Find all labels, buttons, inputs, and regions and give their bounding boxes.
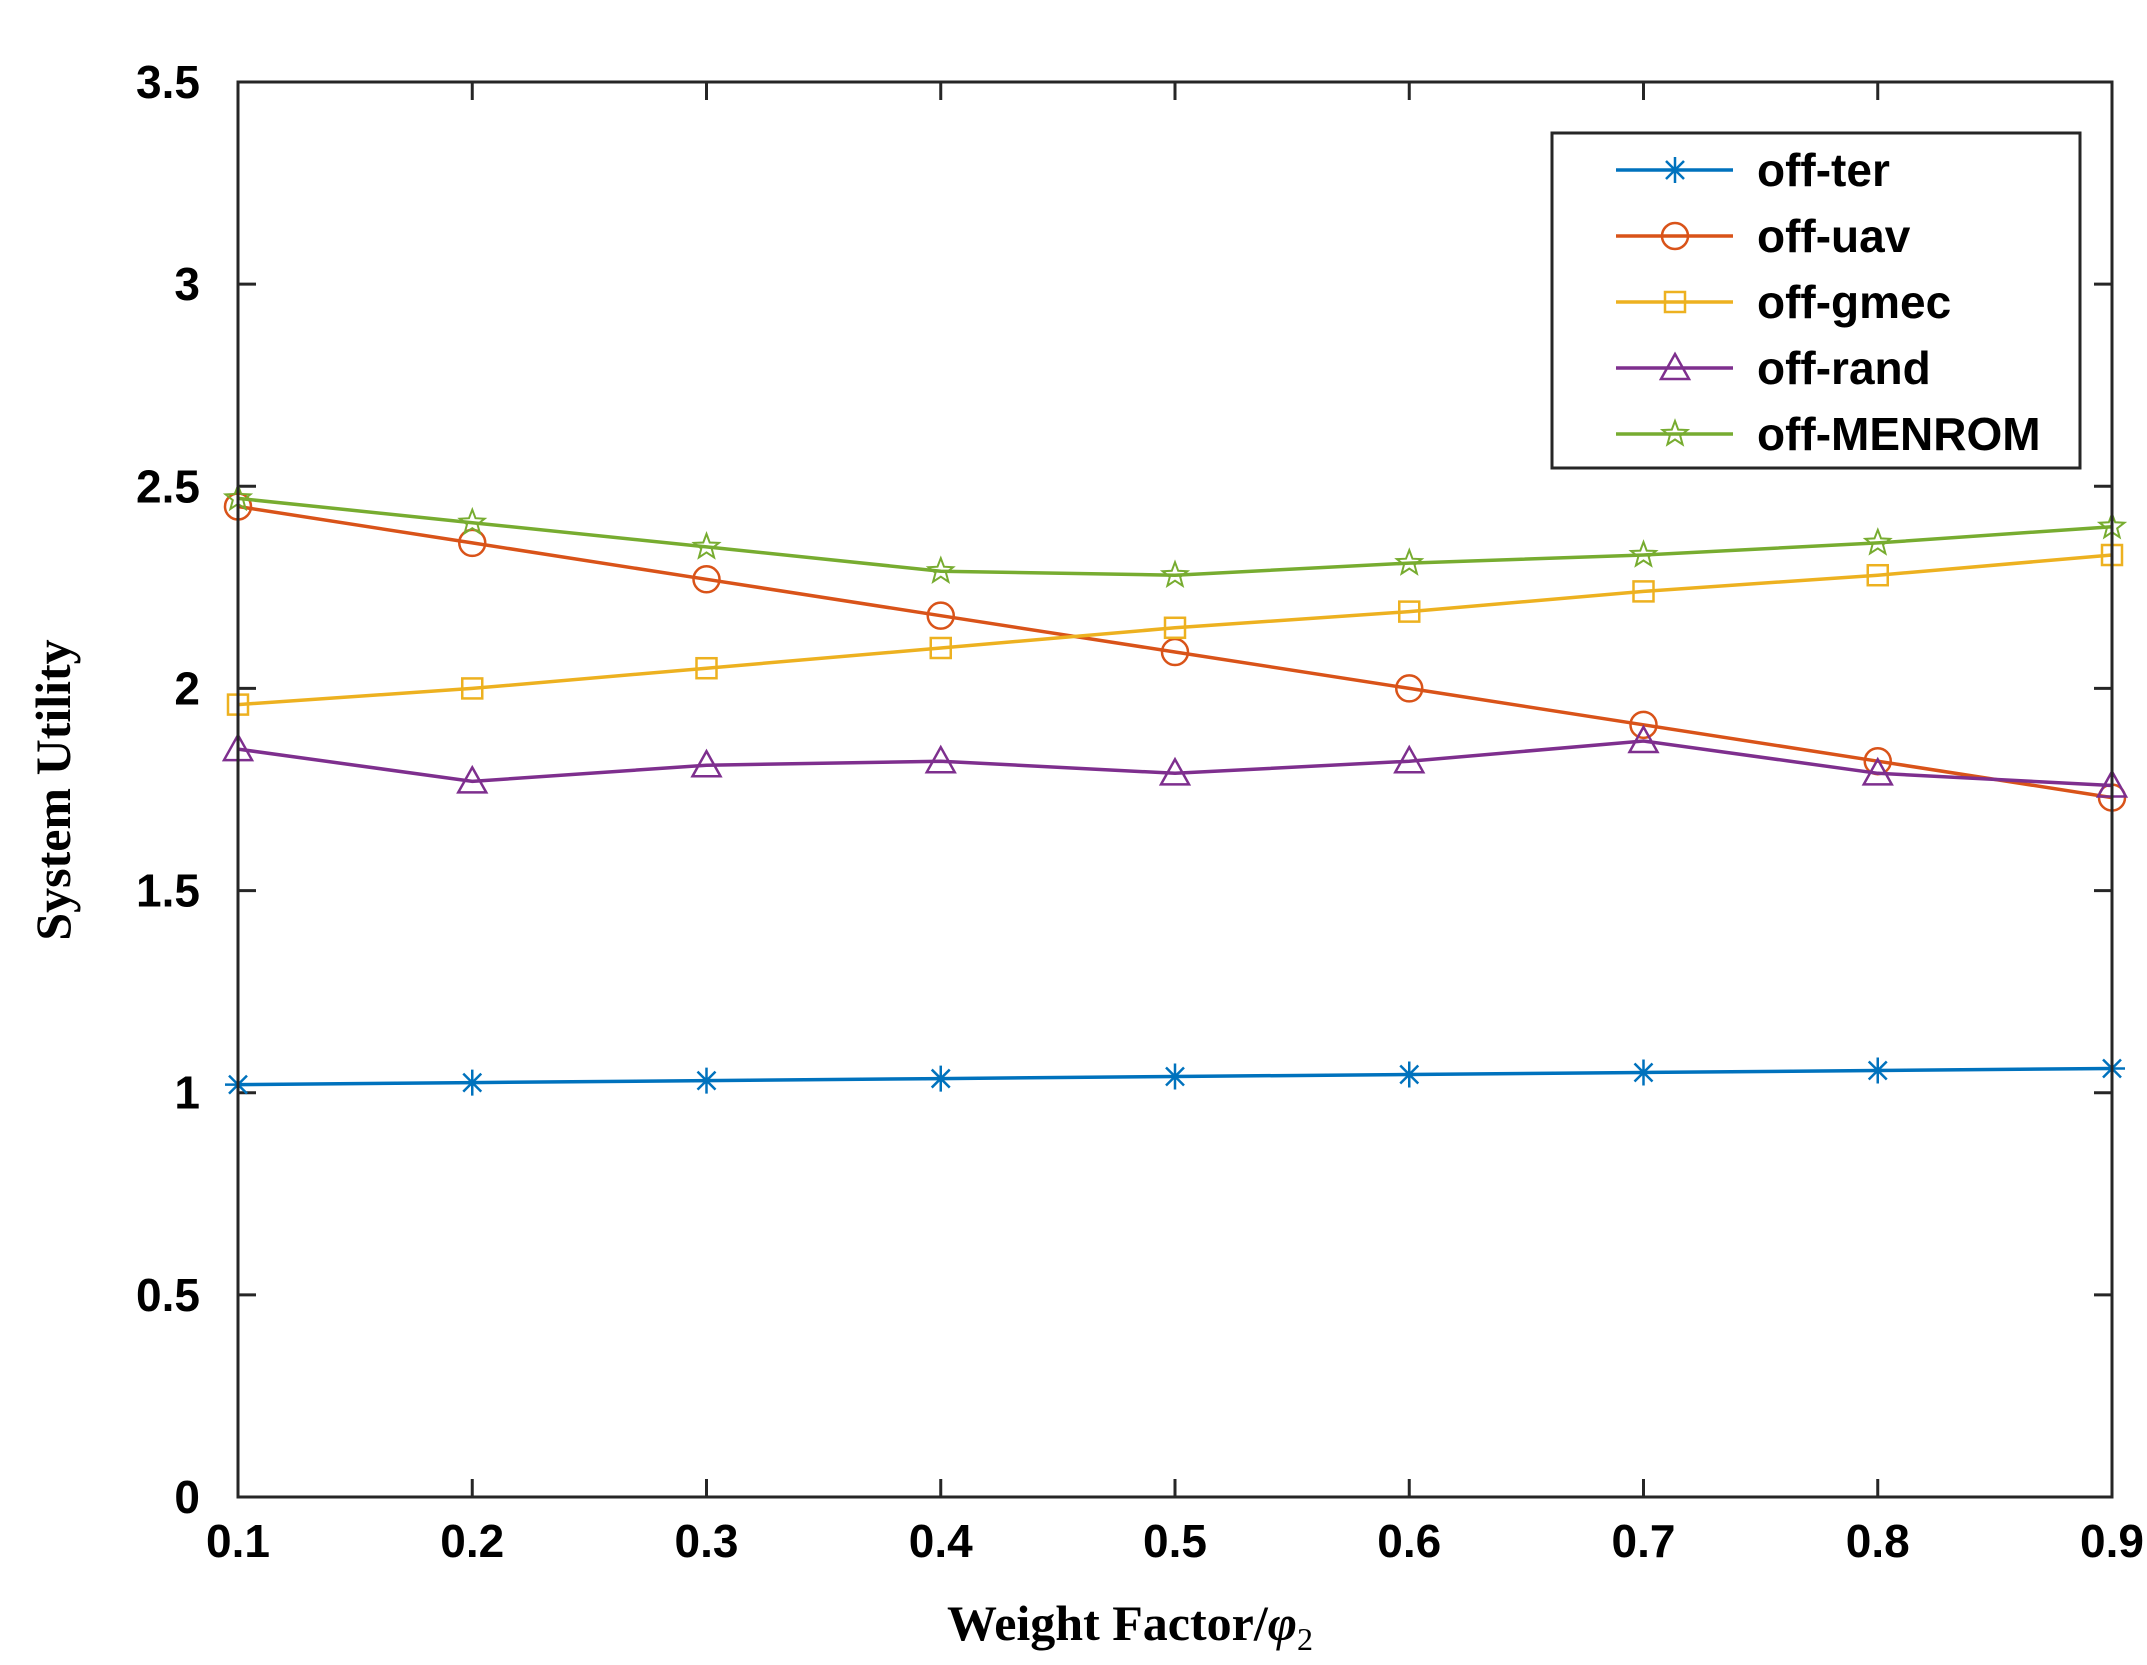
data-point-off-ter [1864, 1057, 1891, 1084]
legend-label-off-uav: off-uav [1757, 210, 1911, 262]
data-point-off-menrom [1159, 559, 1191, 588]
x-axis-title-symbol: φ [1268, 1595, 1297, 1651]
data-point-off-gmec [1398, 600, 1421, 623]
legend-item-off-gmec: off-gmec [1616, 276, 1951, 328]
legend-item-off-menrom: off-MENROM [1616, 408, 2041, 460]
legend-marker-off-rand [1658, 351, 1692, 381]
series-line-off-gmec [237, 553, 2113, 707]
x-axis-title: Weight Factor/φ2 [947, 1595, 1313, 1657]
x-tick-label: 0.3 [675, 1515, 739, 1567]
data-point-off-ter [1162, 1063, 1188, 1090]
legend-label-off-ter: off-ter [1757, 144, 1890, 196]
data-point-off-menrom [1628, 539, 1659, 568]
x-tick-label: 0.5 [1143, 1515, 1207, 1567]
data-point-off-rand [456, 764, 489, 794]
y-tick-label: 2 [174, 662, 200, 714]
legend-marker-off-uav [1660, 221, 1690, 251]
x-axis-title-subscript: 2 [1297, 1621, 1313, 1657]
legend-label-off-rand: off-rand [1757, 342, 1931, 394]
data-point-off-ter [1396, 1061, 1423, 1088]
plot-frame [236, 80, 2114, 1499]
y-tick-label: 2.5 [136, 460, 200, 512]
series-line-off-uav [237, 504, 2113, 800]
y-tick-label: 1.5 [136, 865, 200, 917]
data-point-off-uav [1395, 674, 1424, 703]
data-point-off-gmec [929, 636, 952, 660]
x-axis-title-text: Weight Factor/ [947, 1595, 1269, 1651]
legend-label-off-gmec: off-gmec [1757, 276, 1951, 328]
data-point-off-gmec [695, 656, 718, 680]
legend-marker-off-gmec [1663, 290, 1687, 314]
x-tick-label: 0.7 [1612, 1515, 1676, 1567]
data-point-off-gmec [1632, 580, 1655, 603]
data-point-off-uav [1629, 710, 1658, 740]
legend-item-off-rand: off-rand [1616, 342, 1931, 394]
legend-marker-off-ter [1662, 157, 1688, 183]
data-point-off-gmec [1866, 563, 1889, 587]
legend-item-off-uav: off-uav [1616, 210, 1911, 262]
y-tick-label: 1 [174, 1067, 200, 1119]
series-line-off-rand [237, 739, 2113, 788]
data-point-off-uav [1160, 637, 1190, 667]
data-point-off-menrom [1862, 527, 1893, 556]
data-point-off-ter [459, 1069, 486, 1096]
x-tick-label: 0.6 [1377, 1515, 1441, 1567]
data-point-off-gmec [461, 677, 484, 700]
x-tick-label: 0.4 [909, 1515, 973, 1567]
data-point-off-ter [927, 1065, 954, 1092]
data-point-off-menrom [925, 555, 956, 584]
y-tick-label: 0 [174, 1471, 200, 1523]
data-point-off-menrom [457, 506, 488, 536]
tick-labels: 0.1 0.2 0.3 0.4 0.5 0.6 0.7 0.8 0.9 0 0.5 1 1.5 2 2.5 3… [136, 56, 2144, 1567]
y-tick-label: 3.5 [136, 56, 200, 108]
data-point-off-rand [690, 748, 723, 778]
series-off-rand [221, 724, 2129, 798]
data-point-off-rand [1158, 756, 1192, 786]
data-point-off-rand [1627, 724, 1660, 754]
series-layer [221, 482, 2129, 1098]
data-point-off-gmec [1163, 616, 1187, 640]
data-point-off-uav [926, 601, 955, 630]
series-line-off-menrom [237, 496, 2113, 577]
data-point-off-rand [924, 744, 957, 774]
y-tick-label: 3 [174, 258, 200, 310]
y-tick-label: 0.5 [136, 1269, 200, 1321]
data-point-off-ter [1630, 1059, 1657, 1086]
x-tick-label: 0.9 [2080, 1515, 2144, 1567]
data-point-off-uav [692, 565, 721, 594]
x-tick-label: 0.8 [1846, 1515, 1910, 1567]
series-off-uav [223, 492, 2127, 812]
legend-item-off-ter: off-ter [1616, 144, 1890, 196]
legend: off-ter off-uav off-gmec off-rand off-MENROM [1550, 131, 2082, 470]
data-point-off-ter [693, 1067, 720, 1094]
data-point-off-rand [1861, 756, 1894, 786]
y-axis-title: System Utility [25, 639, 81, 940]
x-tick-label: 0.1 [206, 1515, 270, 1567]
data-point-off-uav [458, 528, 487, 558]
legend-label-off-menrom: off-MENROM [1757, 408, 2041, 460]
x-tick-label: 0.2 [440, 1515, 504, 1567]
legend-marker-off-menrom [1659, 418, 1691, 447]
data-point-off-menrom [691, 531, 722, 560]
data-point-off-rand [1393, 744, 1426, 774]
data-point-off-menrom [1394, 547, 1425, 576]
